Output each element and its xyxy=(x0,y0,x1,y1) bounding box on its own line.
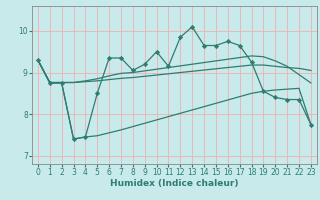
X-axis label: Humidex (Indice chaleur): Humidex (Indice chaleur) xyxy=(110,179,239,188)
